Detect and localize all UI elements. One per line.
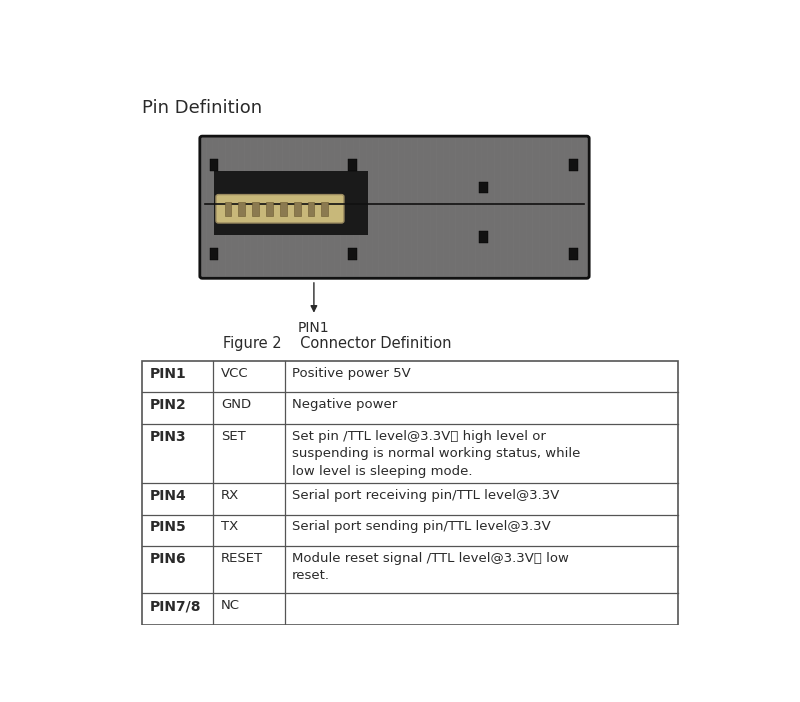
Bar <box>348 248 357 260</box>
Text: PIN7/8: PIN7/8 <box>150 600 201 614</box>
Bar <box>210 159 218 171</box>
Text: Negative power: Negative power <box>292 398 398 411</box>
Bar <box>214 171 367 234</box>
Text: NC: NC <box>221 600 240 612</box>
FancyBboxPatch shape <box>200 136 589 278</box>
Bar <box>308 201 314 216</box>
Text: Figure 2    Connector Definition: Figure 2 Connector Definition <box>222 336 451 350</box>
Bar <box>280 201 286 216</box>
Text: PIN3: PIN3 <box>150 430 186 444</box>
Text: PIN1: PIN1 <box>298 321 330 335</box>
Text: PIN1: PIN1 <box>150 367 186 381</box>
Text: Serial port receiving pin/TTL level@3.3V: Serial port receiving pin/TTL level@3.3V <box>292 489 559 502</box>
Text: Positive power 5V: Positive power 5V <box>292 367 411 380</box>
FancyBboxPatch shape <box>216 194 344 223</box>
Bar <box>294 201 301 216</box>
Bar <box>225 201 231 216</box>
Text: Pin Definition: Pin Definition <box>142 100 262 117</box>
Bar <box>266 201 273 216</box>
Bar <box>210 248 218 260</box>
Text: GND: GND <box>221 398 251 411</box>
Text: Set pin /TTL level@3.3V， high level or
suspending is normal working status, whil: Set pin /TTL level@3.3V， high level or s… <box>292 430 581 477</box>
Bar <box>238 201 245 216</box>
Bar <box>479 231 488 243</box>
Text: TX: TX <box>221 520 238 534</box>
Bar <box>348 159 357 171</box>
Text: Module reset signal /TTL level@3.3V， low
reset.: Module reset signal /TTL level@3.3V， low… <box>292 552 569 582</box>
Bar <box>479 182 488 194</box>
Text: Serial port sending pin/TTL level@3.3V: Serial port sending pin/TTL level@3.3V <box>292 520 551 534</box>
Bar <box>570 159 578 171</box>
Text: RESET: RESET <box>221 552 263 565</box>
Text: PIN6: PIN6 <box>150 552 186 566</box>
Text: PIN4: PIN4 <box>150 489 186 503</box>
Text: PIN2: PIN2 <box>150 398 186 412</box>
Text: SET: SET <box>221 430 246 443</box>
Text: VCC: VCC <box>221 367 249 380</box>
Text: PIN5: PIN5 <box>150 520 186 534</box>
Bar <box>322 201 328 216</box>
Bar <box>142 361 678 625</box>
Text: RX: RX <box>221 489 239 502</box>
Bar <box>252 201 259 216</box>
Bar <box>570 248 578 260</box>
